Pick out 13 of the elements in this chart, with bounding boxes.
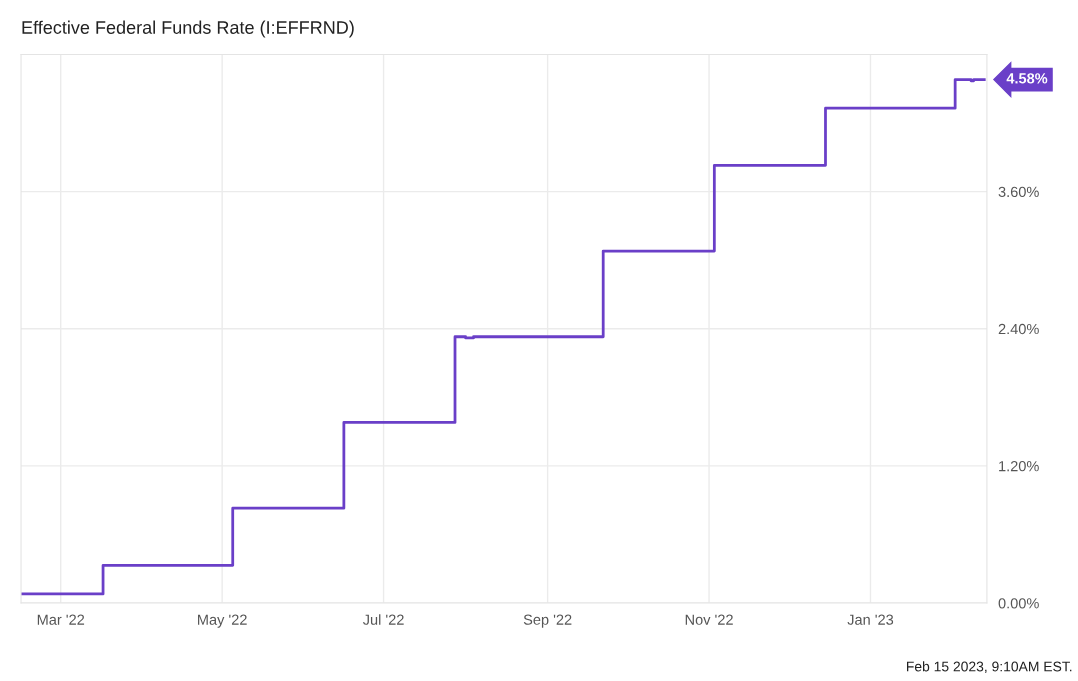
x-tick-label: Nov '22 — [685, 614, 733, 625]
annotation: 4.58% — [1006, 73, 1048, 84]
x-tick-label: Mar '22 — [37, 614, 85, 625]
chart-title: Effective Federal Funds Rate (I:EFFRND) — [22, 20, 354, 38]
y-tick-label: 2.40% — [998, 323, 1039, 335]
x-tick-label: Jan '23 — [847, 614, 894, 625]
y-tick-label: 0.00% — [998, 598, 1039, 609]
x-tick-label: Jul '22 — [362, 614, 404, 625]
x-tick-label: May '22 — [198, 614, 247, 628]
y-tick-label: 3.60% — [998, 186, 1039, 198]
y-tick-label: 1.20% — [999, 460, 1039, 472]
x-tick-label: Sep '22 — [523, 614, 572, 628]
text: Feb 15 2023, 9:10AM EST. — [907, 661, 1072, 674]
